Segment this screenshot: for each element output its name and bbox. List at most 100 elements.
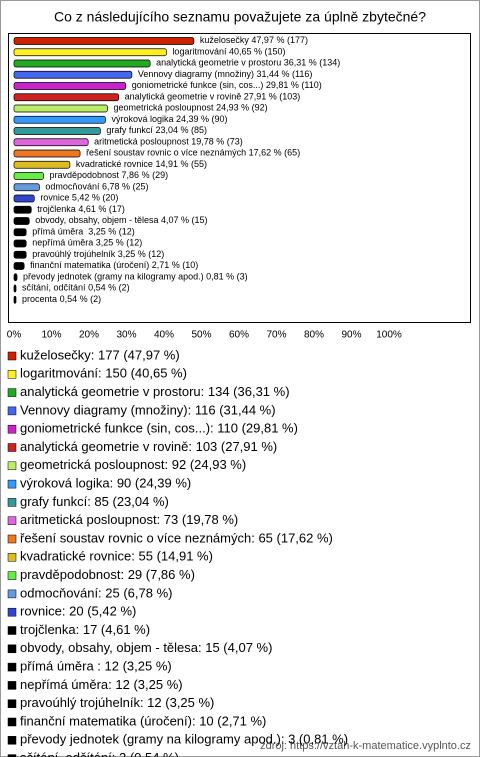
bar-label: obvody, obsahy, objem - tělesa 4,07 % (1… xyxy=(35,215,207,225)
bar-label-category: Vennovy diagramy (množiny) xyxy=(138,69,254,79)
bar-label: odmocňování 6,78 % (25) xyxy=(45,182,148,192)
legend-label: řešení soustav rovnic o více neznámých: … xyxy=(20,530,333,545)
bar-label-value: 6,78 % (25) xyxy=(102,182,149,192)
legend-label: obvody, obsahy, objem - tělesa: 15 (4,07… xyxy=(20,640,272,655)
bar xyxy=(13,138,89,147)
bar-label: kvadratické rovnice 14,91 % (55) xyxy=(76,159,207,169)
legend-label: sčítání, odčítání: 2 (0,54 %) xyxy=(20,750,179,757)
x-tick-label: 60% xyxy=(229,330,249,341)
bar-label-value: 0,81 % (3) xyxy=(206,272,248,282)
bar-label: Vennovy diagramy (množiny) 31,44 % (116) xyxy=(138,69,312,79)
source: zdroj: https://vztah-k-matematice.vyplnt… xyxy=(260,740,471,752)
legend-swatch xyxy=(7,388,17,397)
legend-label: nepřímá úměra: 12 (3,25 %) xyxy=(20,677,183,692)
bar-label-value: 27,91 % (103) xyxy=(244,92,301,102)
bar-label-category: analytická geometrie v prostoru xyxy=(156,58,281,68)
bar-label-value: 19,78 % (73) xyxy=(191,137,243,147)
bar-label-value: 24,93 % (92) xyxy=(216,103,268,113)
legend-swatch xyxy=(7,351,17,361)
x-tick-label: 100% xyxy=(376,330,402,341)
plot-frame xyxy=(8,33,471,323)
bar-label-value: 3,25 % (12) xyxy=(118,249,165,259)
bar-label-category: procenta xyxy=(22,294,57,304)
bar-label-category: pravděpodobnost xyxy=(49,170,119,180)
legend-label: grafy funkcí: 85 (23,04 %) xyxy=(20,494,169,509)
bar xyxy=(13,115,106,124)
bar-label: goniometrické funkce (sin, cos...) 29,81… xyxy=(132,80,322,90)
bar-label-category: aritmetická posloupnost xyxy=(94,137,189,147)
legend-swatch xyxy=(7,534,17,544)
bar xyxy=(13,59,151,68)
bar-label-category: logaritmování xyxy=(172,47,227,57)
legend-swatch xyxy=(7,461,17,471)
bar-label-category: pravoúhlý trojúhelník xyxy=(32,249,116,259)
legend-label: pravděpodobnost: 29 (7,86 %) xyxy=(20,567,195,582)
bar-label-value: 4,61 % (17) xyxy=(78,204,125,214)
bar-label-category: geometrická posloupnost xyxy=(113,103,214,113)
bar-label-value: 40,65 % (150) xyxy=(229,47,286,57)
legend-swatch xyxy=(7,443,17,452)
legend-label: goniometrické funkce (sin, cos...): 110 … xyxy=(20,421,298,436)
legend-label: převody jednotek (gramy na kilogramy apo… xyxy=(20,732,348,747)
x-tick-label: 70% xyxy=(266,330,286,341)
bar-label: procenta 0,54 % (2) xyxy=(22,294,101,304)
bar-label-value: 29,81 % (110) xyxy=(266,80,322,90)
bar-label-category: rovnice xyxy=(40,193,69,203)
chart-title: Co z následujícího seznamu považujete za… xyxy=(54,9,426,25)
bar-label: výroková logika 24,39 % (90) xyxy=(111,114,227,124)
legend-label: kuželosečky: 177 (47,97 %) xyxy=(20,347,180,362)
legend-label: odmocňování: 25 (6,78 %) xyxy=(20,585,172,600)
legend-swatch xyxy=(7,626,17,635)
bar-label: logaritmování 40,65 % (150) xyxy=(172,47,285,57)
x-tick-label: 10% xyxy=(41,330,61,341)
bar-label-value: 17,62 % (65) xyxy=(249,148,301,158)
bar-label: analytická geometrie v rovině 27,91 % (1… xyxy=(125,92,301,102)
bar-label-category: nepřímá úměra xyxy=(32,238,93,248)
bar-label-category: sčítání, odčítání xyxy=(22,283,86,293)
bar-label-value: 31,44 % (116) xyxy=(256,69,312,79)
bar-label-category: převody jednotek (gramy na kilogramy apo… xyxy=(23,272,204,282)
x-tick-label: 80% xyxy=(304,330,324,341)
bar-label-category: grafy funkcí xyxy=(106,125,153,135)
legend-swatch xyxy=(7,571,17,580)
x-tick-label: 40% xyxy=(154,330,174,341)
legend-swatch xyxy=(7,406,17,416)
bar xyxy=(13,194,35,203)
bar-label: pravděpodobnost 7,86 % (29) xyxy=(49,170,168,180)
bar xyxy=(13,82,127,90)
bar-label: převody jednotek (gramy na kilogramy apo… xyxy=(23,272,248,282)
bar xyxy=(13,183,40,192)
legend-label: trojčlenka: 17 (4,61 %) xyxy=(20,622,150,637)
bar-label: trojčlenka 4,61 % (17) xyxy=(37,204,125,214)
bar-label-category: goniometrické funkce (sin, cos...) xyxy=(132,80,264,90)
bar xyxy=(13,262,25,270)
bar xyxy=(13,239,27,248)
x-tick-label: 20% xyxy=(79,330,99,341)
legend-label: analytická geometrie v prostoru: 134 (36… xyxy=(20,384,290,399)
bar xyxy=(13,228,27,237)
bar-label-value: 14,91 % (55) xyxy=(155,159,207,169)
legend-swatch xyxy=(7,498,17,507)
bar xyxy=(13,93,120,102)
legend-swatch xyxy=(7,370,17,379)
legend-swatch xyxy=(7,662,17,672)
legend-swatch xyxy=(7,699,17,708)
bar-label-category: výroková logika xyxy=(111,114,173,124)
bar-label-category: řešení soustav rovnic o více neznámých xyxy=(86,148,246,158)
bar xyxy=(13,127,101,135)
bar xyxy=(13,273,18,282)
bar-label-value: 0,54 % (2) xyxy=(60,294,102,304)
bar-label-value: 36,31 % (134) xyxy=(284,58,341,68)
bar xyxy=(13,217,30,225)
x-tick-label: 90% xyxy=(341,330,361,341)
legend-label: aritmetická posloupnost: 73 (19,78 %) xyxy=(20,512,238,527)
legend-label: analytická geometrie v rovině: 103 (27,9… xyxy=(20,439,277,454)
bar xyxy=(13,295,17,304)
bar-label-category: finanční matematika (úročení) xyxy=(30,260,149,270)
bar xyxy=(13,70,133,79)
bar-label: finanční matematika (úročení) 2,71 % (10… xyxy=(30,260,198,270)
bar-label-value: 23,04 % (85) xyxy=(155,125,207,135)
legend-swatch xyxy=(7,717,17,727)
bar-label: nepřímá úměra 3,25 % (12) xyxy=(32,238,142,248)
